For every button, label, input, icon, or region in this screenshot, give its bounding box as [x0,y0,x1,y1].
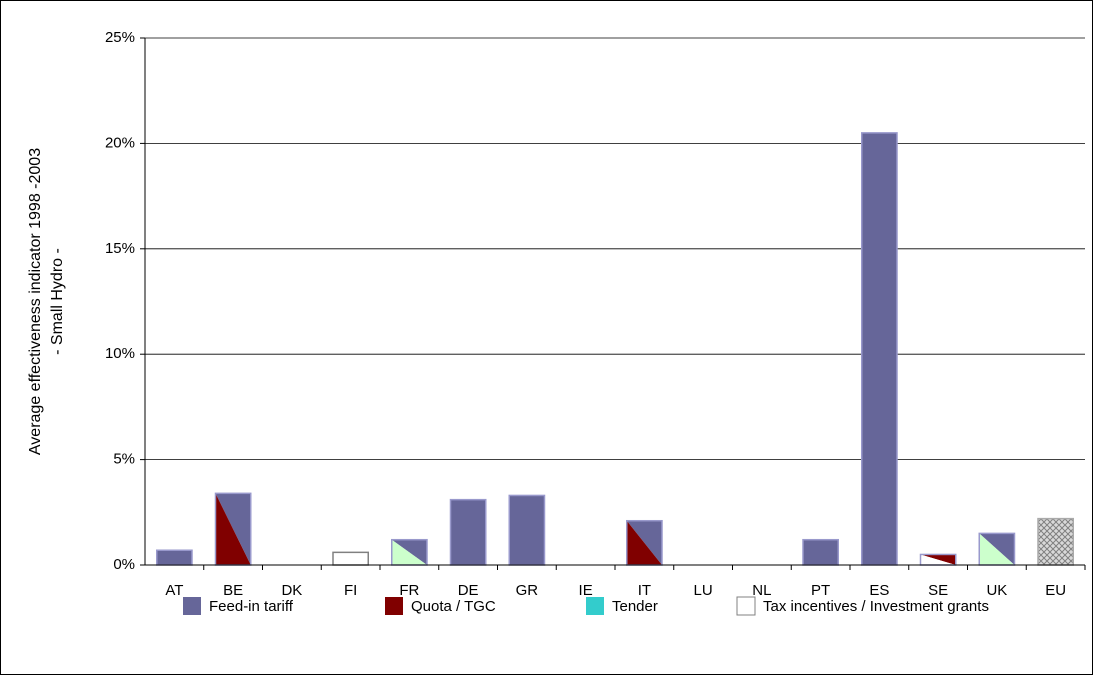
x-tick-label: AT [165,582,183,599]
bar [919,553,957,566]
bar-part [979,533,1015,565]
x-tick-label: GR [516,582,539,599]
bar [156,549,193,566]
y-tick-label: 25% [105,29,135,46]
bar-part [215,493,251,565]
x-tick-label: NL [752,582,771,599]
bar [978,532,1016,566]
x-tick-label: DK [281,582,302,599]
x-tick-label: SE [928,582,948,599]
bar [861,132,898,566]
legend-label: Tax incentives / Investment grants [763,598,989,615]
y-tick-label: 15% [105,240,135,257]
legend-swatch [736,596,756,616]
legend-label: Quota / TGC [411,598,496,615]
bar [802,538,839,566]
bar-part [626,520,662,565]
bar-part [1037,517,1074,566]
y-tick-label: 5% [113,451,135,468]
bar-part [626,520,662,565]
bar [332,551,369,566]
x-tick-label: FR [399,582,419,599]
x-tick-label: BE [223,582,243,599]
bar-part [802,538,839,566]
x-tick-label: IT [638,582,651,599]
legend-swatch [586,597,604,615]
bar [214,492,252,566]
bar [508,494,546,566]
y-tick-label: 0% [113,556,135,573]
x-tick-label: PT [811,582,830,599]
legend-label: Feed-in tariff [209,598,294,615]
x-tick-label: IE [579,582,593,599]
bar-part [508,494,546,566]
legend-label: Tender [612,598,658,615]
bar-part [861,132,898,566]
x-tick-label: EU [1045,582,1066,599]
legend-swatch [183,597,201,615]
bar-part [332,551,369,566]
bar-part [920,554,956,565]
bar-part [156,549,193,566]
bar [449,498,487,566]
x-tick-label: LU [694,582,713,599]
bar-part [391,539,427,565]
bar [391,538,428,566]
bar-part [920,554,956,565]
y-tick-label: 20% [105,134,135,151]
y-tick-label: 10% [105,345,135,362]
bar [1037,517,1074,566]
x-tick-label: ES [869,582,889,599]
x-tick-label: FI [344,582,357,599]
legend-swatch [385,597,403,615]
bar-part [449,498,487,566]
y-axis-label: Average effectiveness indicator 1998 -20… [27,148,44,455]
x-tick-label: UK [986,582,1007,599]
bar [626,519,663,566]
y-axis-label: - Small Hydro - [49,248,66,355]
x-tick-label: DE [458,582,479,599]
